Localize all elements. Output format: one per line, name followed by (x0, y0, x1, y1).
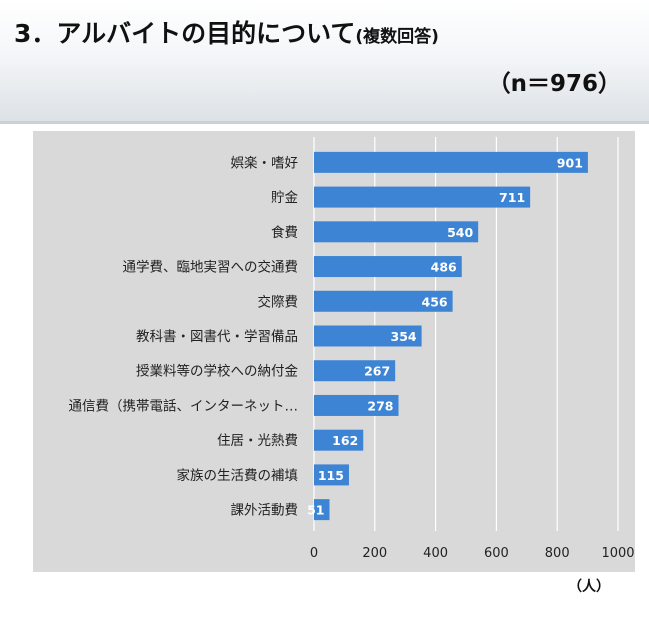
bar (314, 499, 330, 521)
category-label: 住居・光熱費 (217, 433, 298, 449)
category-label: 娯楽・嗜好 (231, 155, 299, 171)
bar-chart: 0 200 400 600 800 1000 娯楽・嗜好 901 貯金 711 食費 540 通学費、臨… (69, 137, 635, 561)
category-label: 交際費 (258, 293, 299, 310)
page-title: 3．アルバイトの目的について(複数回答) (14, 14, 439, 50)
category-label: 課外活動費 (231, 503, 299, 519)
category-label: 家族の生活費の補填 (177, 467, 299, 484)
data-label: 354 (391, 329, 417, 344)
data-label: 267 (364, 364, 390, 379)
x-tick-label: 600 (484, 546, 509, 561)
bar (314, 429, 364, 451)
sample-size-label: （n＝976） (487, 71, 621, 97)
data-label: 901 (557, 155, 583, 170)
data-label: 115 (318, 468, 344, 483)
x-tick-label: 400 (423, 546, 448, 561)
category-label: 食費 (271, 224, 298, 241)
title-main: 3．アルバイトの目的について (14, 19, 356, 48)
bar (314, 186, 531, 208)
bar (314, 464, 349, 486)
bar (314, 221, 479, 243)
x-tick-label: 200 (362, 546, 387, 561)
category-label: 通学費、臨地実習への交通費 (123, 259, 299, 276)
data-label: 456 (422, 294, 448, 309)
data-label: 540 (447, 225, 473, 240)
x-tick-label: 800 (545, 546, 570, 561)
bar (314, 394, 399, 416)
data-label: 711 (499, 190, 525, 205)
data-label: 51 (307, 503, 324, 518)
data-label: 486 (431, 260, 457, 275)
slide-header: 3．アルバイトの目的について(複数回答) （n＝976） (0, 0, 649, 124)
data-label: 278 (367, 398, 393, 413)
category-label: 通信費（携帯電話、インターネット… (69, 397, 299, 414)
x-tick-label: 1000 (601, 546, 634, 561)
category-label: 教科書・図書代・学習備品 (136, 329, 298, 345)
bar (314, 360, 396, 382)
bar (314, 325, 422, 347)
chart-area: 0 200 400 600 800 1000 娯楽・嗜好 901 貯金 711 食費 540 通学費、臨… (33, 131, 635, 572)
bar (314, 256, 462, 278)
bar (314, 151, 588, 173)
title-note: (複数回答) (355, 27, 439, 47)
bar (314, 290, 453, 312)
category-label: 貯金 (271, 190, 298, 206)
x-axis-unit-label: （人） (568, 579, 610, 595)
category-label: 授業料等の学校への納付金 (136, 363, 298, 380)
data-label: 162 (332, 433, 358, 448)
x-tick-label: 0 (310, 546, 318, 561)
